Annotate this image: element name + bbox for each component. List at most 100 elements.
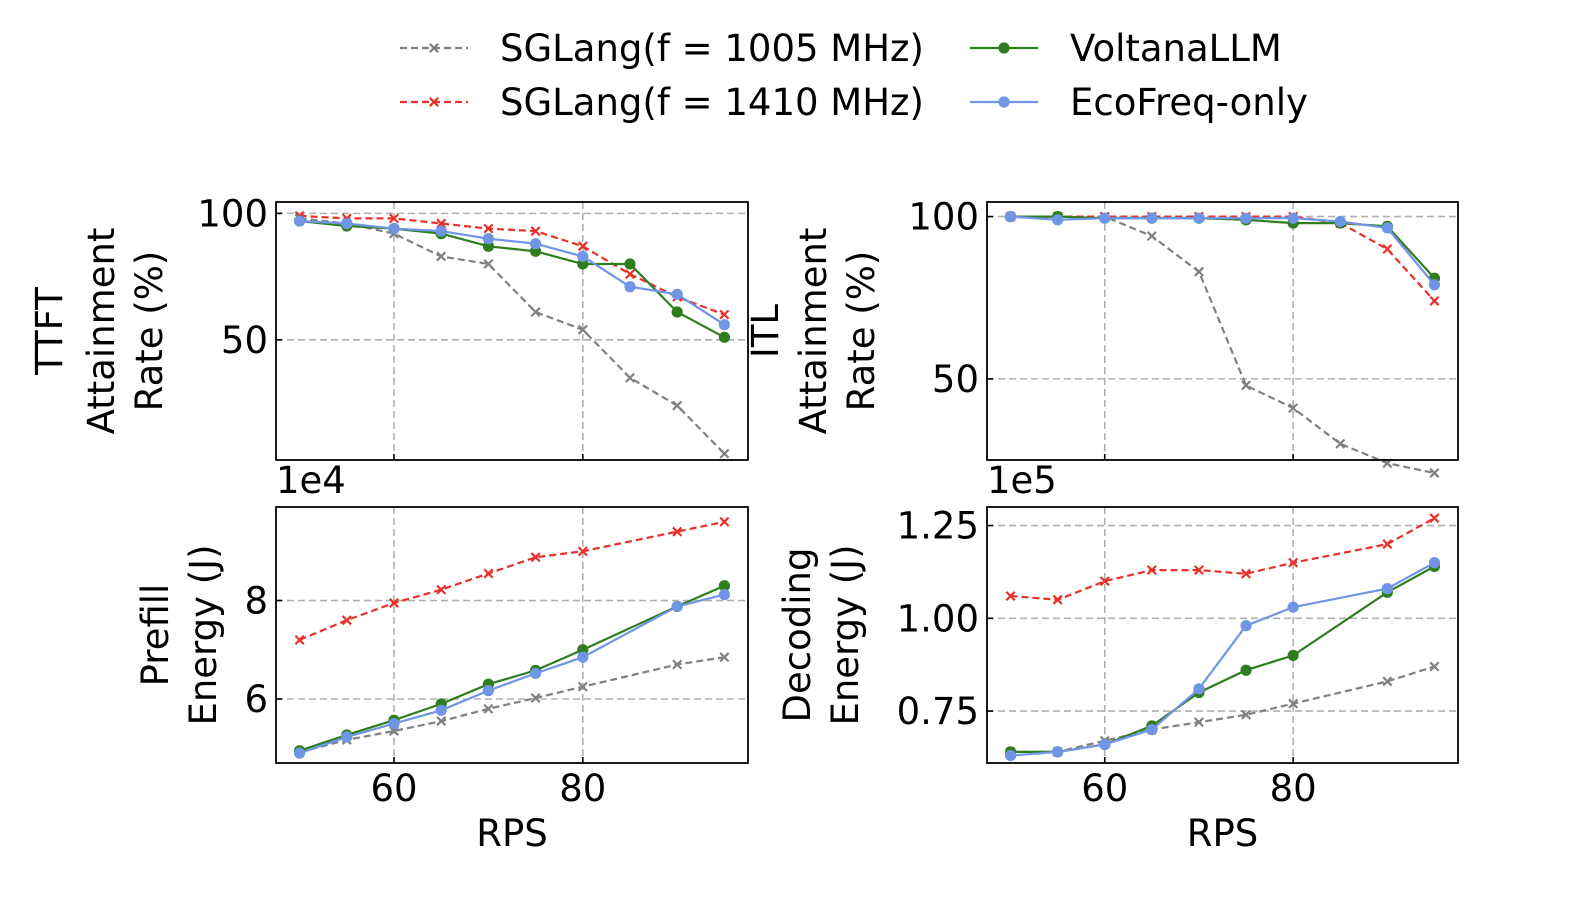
series-line-voltanallm: [1010, 565, 1436, 753]
y-axis-label-line: Prefill: [134, 584, 177, 687]
series-line-sglang_1410: [1010, 517, 1436, 601]
y-tick-label: 8: [244, 580, 268, 623]
data-point-ecofreq: [1381, 222, 1393, 234]
data-point-voltanallm: [1240, 664, 1252, 676]
data-point-sglang_1410: [1099, 576, 1110, 587]
data-point-sglang_1005: [436, 716, 447, 727]
data-point-ecofreq: [577, 250, 589, 262]
plot-frame: [275, 201, 749, 461]
data-point-ecofreq: [1052, 214, 1064, 226]
data-point-sglang_1005: [483, 258, 494, 269]
data-point-sglang_1410: [1429, 296, 1440, 306]
data-point-sglang_1005: [1382, 676, 1393, 687]
data-point-voltanallm: [671, 306, 683, 318]
data-point-ecofreq: [1240, 620, 1252, 632]
data-point-sglang_1410: [577, 241, 588, 252]
y-axis-label-line: Rate (%): [840, 251, 883, 412]
data-point-ecofreq: [671, 288, 683, 300]
series-line-sglang_1005: [1010, 665, 1435, 753]
data-point-sglang_1005: [577, 681, 588, 692]
axis-offset-label: 1e4: [276, 459, 346, 502]
data-point-sglang_1005: [1288, 403, 1299, 414]
series-line-ecofreq: [1010, 215, 1436, 286]
data-point-ecofreq: [1240, 212, 1252, 224]
data-point-sglang_1005: [1429, 468, 1440, 478]
legend: SGLang(f = 1005 MHz) VoltanaLLM SGLang(f =…: [400, 27, 1308, 124]
data-point-ecofreq: [1428, 557, 1441, 569]
data-point-sglang_1005: [1193, 266, 1204, 277]
legend-item-voltanallm: VoltanaLLM: [970, 27, 1282, 70]
y-axis-label-line: Rate (%): [128, 251, 171, 412]
legend-label: EcoFreq-only: [1070, 81, 1308, 124]
prefill-energy-panel: 6 8 60 80 RPS 1e4 Prefill Energy (J): [134, 459, 749, 855]
data-point-sglang_1005: [672, 659, 683, 670]
legend-item-sglang_1005: SGLang(f = 1005 MHz): [400, 27, 924, 70]
series-line-ecofreq: [1010, 561, 1436, 757]
data-point-ecofreq: [341, 217, 353, 230]
data-point-sglang_1410: [719, 516, 730, 527]
plot-frame: [275, 506, 749, 764]
series-line-sglang_1005: [299, 217, 726, 455]
data-point-ecofreq: [530, 667, 542, 680]
y-axis-label-line: Attainment: [792, 228, 835, 435]
data-point-ecofreq: [718, 319, 731, 331]
data-point-sglang_1410: [530, 226, 541, 237]
ttft-attainment-panel: 50 100 TTFT Attainment Rate (%): [28, 192, 749, 461]
series-line-ecofreq: [299, 219, 725, 326]
data-point-ecofreq: [294, 747, 306, 759]
data-point-ecofreq: [718, 589, 731, 601]
data-point-ecofreq: [1099, 738, 1111, 751]
data-point-ecofreq: [388, 222, 400, 235]
data-point-ecofreq: [577, 651, 589, 663]
y-axis-label-line: Energy (J): [824, 544, 867, 725]
series-line-voltanallm: [299, 584, 725, 752]
data-point-ecofreq: [294, 215, 306, 227]
data-point-ecofreq: [482, 233, 494, 245]
data-point-sglang_1005: [530, 307, 541, 318]
x-tick-label: 60: [1081, 767, 1128, 810]
x-tick-label: 80: [559, 767, 606, 810]
data-point-sglang_1410: [389, 213, 399, 224]
data-point-sglang_1005: [625, 372, 635, 383]
data-point-sglang_1410: [1241, 568, 1252, 579]
y-tick-label: 100: [908, 196, 979, 239]
series-line-voltanallm: [299, 219, 725, 339]
data-point-sglang_1410: [294, 634, 305, 645]
data-point-sglang_1410: [483, 223, 494, 234]
data-point-sglang_1005: [530, 693, 541, 703]
data-point-ecofreq: [341, 731, 353, 743]
data-point-sglang_1005: [1241, 380, 1252, 391]
data-point-ecofreq: [1004, 211, 1017, 223]
data-point-sglang_1005: [1146, 231, 1157, 242]
data-point-sglang_1005: [719, 652, 730, 663]
data-point-sglang_1410: [1429, 513, 1440, 524]
data-point-sglang_1410: [719, 309, 730, 320]
legend-label: SGLang(f = 1005 MHz): [500, 27, 924, 70]
y-axis-label-line: Attainment: [80, 228, 123, 435]
data-point-sglang_1410: [1052, 594, 1063, 605]
data-point-voltanallm: [718, 580, 731, 592]
axis-offset-label: 1e5: [987, 459, 1057, 502]
legend-marker: [998, 96, 1010, 108]
data-point-ecofreq: [1287, 212, 1299, 224]
data-point-ecofreq: [1052, 746, 1064, 758]
data-point-ecofreq: [388, 718, 400, 730]
data-point-sglang_1005: [1193, 717, 1204, 728]
data-point-ecofreq: [435, 225, 447, 237]
data-point-sglang_1410: [1146, 565, 1157, 576]
data-point-ecofreq: [1428, 279, 1441, 291]
data-point-sglang_1410: [1288, 557, 1299, 568]
data-point-sglang_1005: [1335, 438, 1346, 449]
data-point-ecofreq: [1287, 601, 1299, 613]
plot-frame: [986, 506, 1459, 764]
data-point-ecofreq: [435, 704, 447, 716]
data-point-ecofreq: [530, 238, 542, 250]
data-point-sglang_1005: [1241, 709, 1252, 720]
data-point-voltanallm: [718, 331, 731, 343]
y-tick-label: 100: [197, 192, 268, 235]
legend-marker: [998, 42, 1010, 54]
data-point-sglang_1410: [389, 598, 399, 608]
data-point-ecofreq: [1334, 215, 1346, 228]
y-tick-label: 50: [932, 358, 979, 401]
data-point-voltanallm: [1287, 649, 1299, 662]
